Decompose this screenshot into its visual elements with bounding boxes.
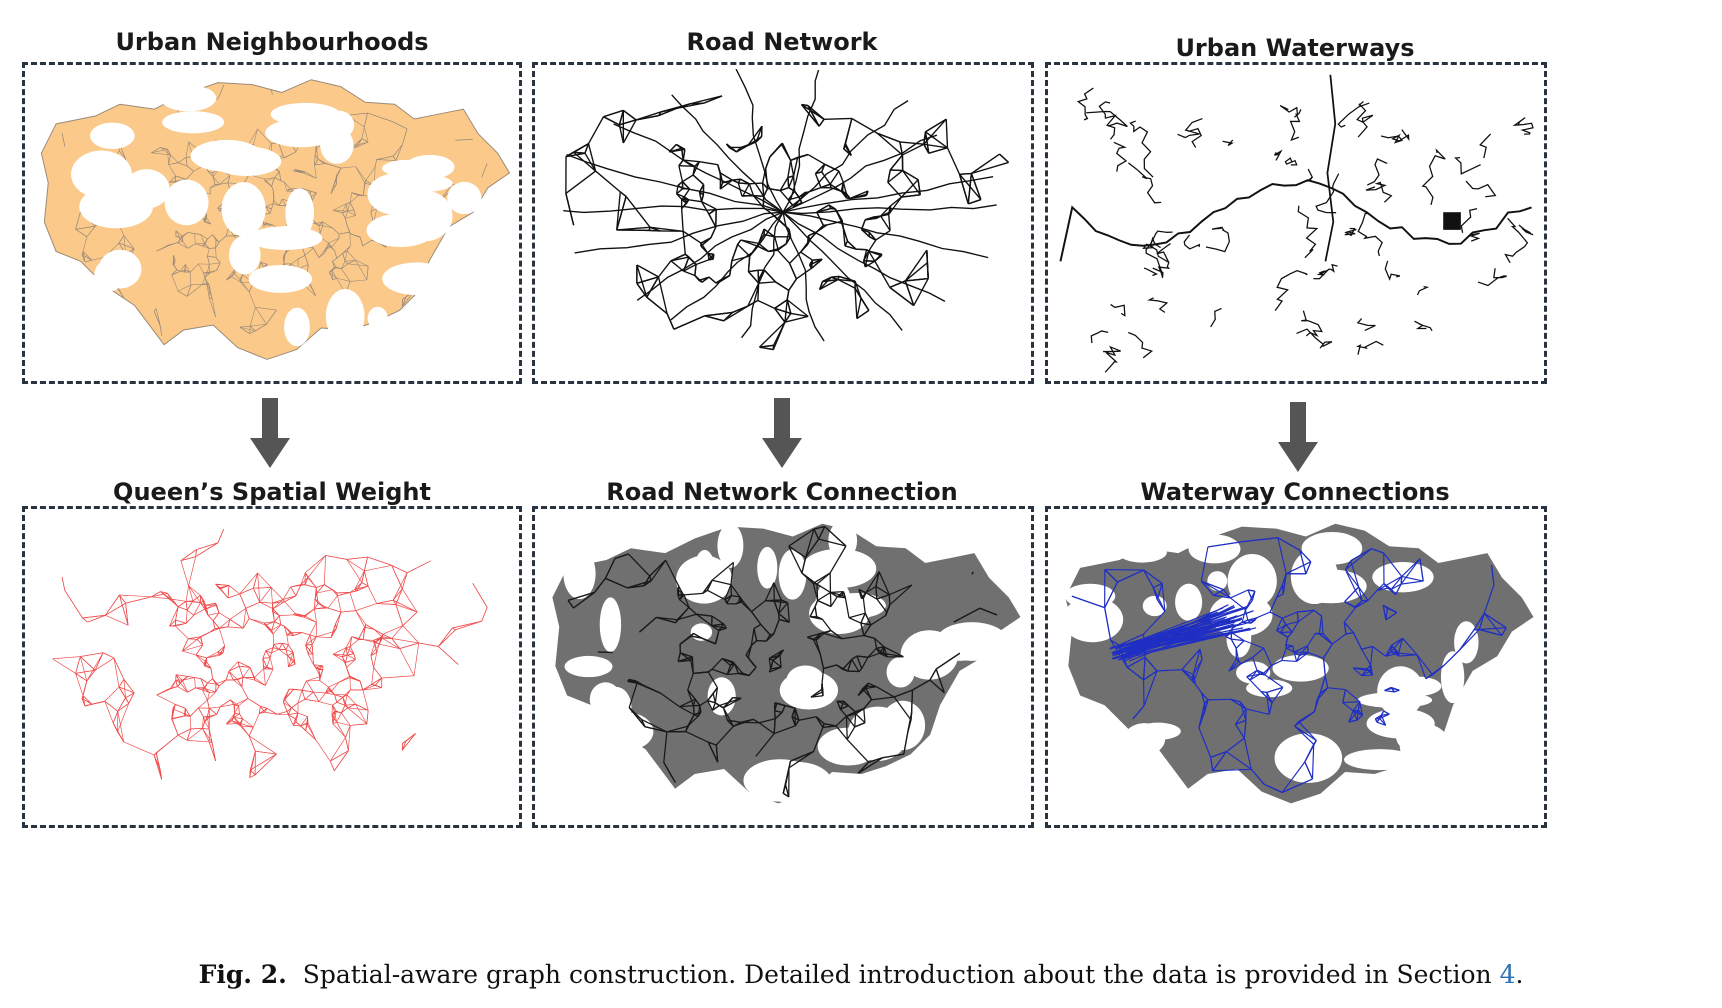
title-urban-neighbourhoods: Urban Neighbourhoods xyxy=(115,28,429,56)
waterway-connection-graph-icon xyxy=(1061,523,1534,804)
caption-text: Spatial-aware graph construction. Detail… xyxy=(302,960,1492,989)
panel-waterway-connections xyxy=(1045,506,1547,828)
title-queens-spatial-weight: Queen’s Spatial Weight xyxy=(113,478,431,506)
london-road-network-map-icon xyxy=(563,68,1010,351)
title-road-network: Road Network xyxy=(686,28,878,56)
panel-road-network-connection xyxy=(532,506,1034,828)
title-urban-waterways: Urban Waterways xyxy=(1175,34,1415,62)
queen-spatial-weight-graph-icon xyxy=(52,528,488,780)
road-connection-graph-icon xyxy=(552,520,1021,804)
london-neighbourhood-map-icon xyxy=(40,79,511,360)
arrow-down-icon xyxy=(250,398,290,468)
caption-label: Fig. 2. xyxy=(198,960,287,989)
panel-road-network xyxy=(532,62,1034,384)
arrow-down-icon xyxy=(1278,402,1318,472)
figure-caption: Fig. 2. Spatial-aware graph construction… xyxy=(0,960,1722,989)
panel-urban-neighbourhoods xyxy=(22,62,522,384)
london-waterways-map-icon xyxy=(1059,74,1534,373)
panel-urban-waterways xyxy=(1045,62,1547,384)
caption-end: . xyxy=(1515,960,1524,989)
section-link[interactable]: 4 xyxy=(1499,960,1516,989)
panel-queens-spatial-weight xyxy=(22,506,522,828)
title-road-network-connection: Road Network Connection xyxy=(606,478,958,506)
arrow-down-icon xyxy=(762,398,802,468)
title-waterway-connections: Waterway Connections xyxy=(1140,478,1450,506)
